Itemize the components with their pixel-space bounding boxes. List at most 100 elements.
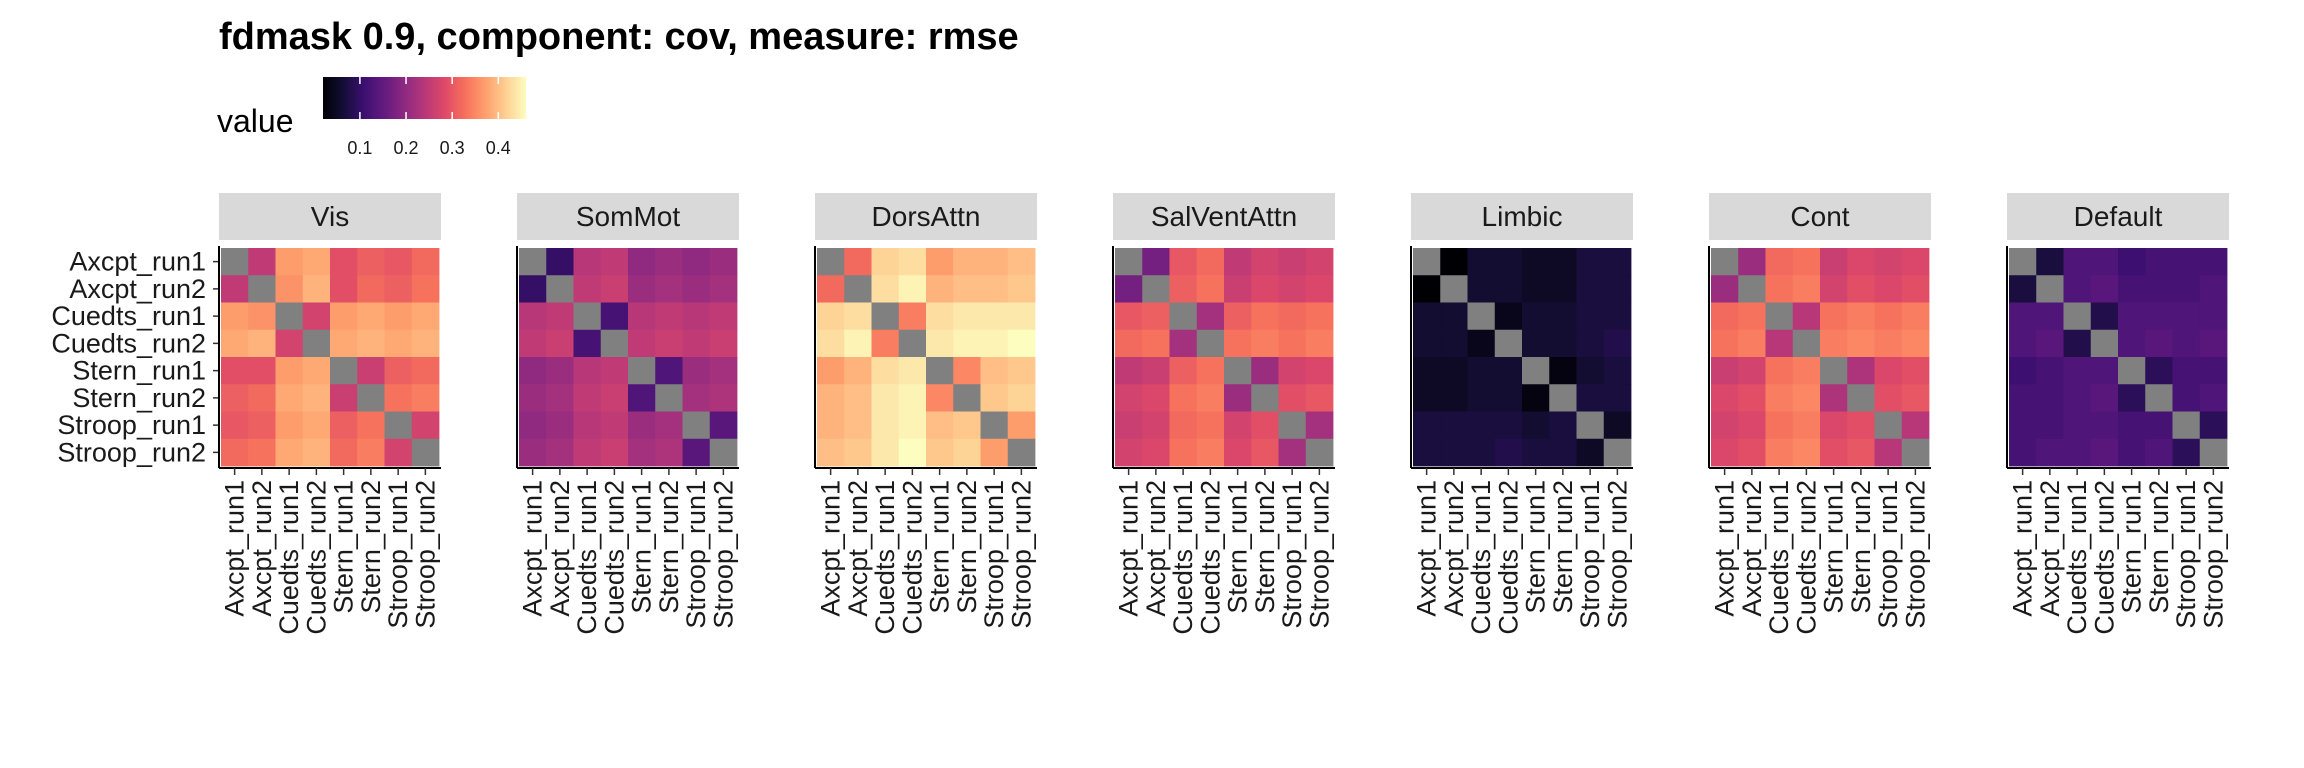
heatmap-cell <box>1142 357 1170 385</box>
heatmap-cell <box>1549 384 1577 412</box>
x-tick-label: Stroop_run2 <box>1304 480 1334 629</box>
heatmap-cell <box>1874 357 1903 385</box>
heatmap-cell <box>844 384 872 412</box>
heatmap-cell <box>1522 411 1550 440</box>
heatmap-cell <box>1792 302 1821 331</box>
y-tick-label: Axcpt_run1 <box>69 247 206 277</box>
heatmap-cell <box>1224 248 1252 276</box>
heatmap-cell <box>1440 275 1468 303</box>
heatmap-cell <box>2009 248 2037 276</box>
heatmap-cell <box>1874 438 1903 467</box>
heatmap-cell <box>1142 275 1170 303</box>
heatmap-cell <box>1169 438 1198 467</box>
heatmap-cell <box>2090 275 2119 303</box>
heatmap-cell <box>1549 411 1577 440</box>
heatmap-cell <box>546 275 574 303</box>
x-tick-label: Axcpt_run2 <box>247 480 277 617</box>
heatmap-cell <box>1792 384 1821 412</box>
heatmap-cell <box>1196 302 1225 331</box>
heatmap-cell <box>1792 275 1821 303</box>
x-tick-label: Cuedts_run2 <box>599 480 629 635</box>
heatmap-cell <box>2036 411 2064 440</box>
heatmap-cell <box>953 357 981 385</box>
heatmap-cell <box>980 438 1009 467</box>
heatmap-cell <box>1115 438 1143 467</box>
heatmap-cell <box>655 302 683 331</box>
heatmap-cell <box>330 275 358 303</box>
heatmap-cell <box>2063 248 2092 276</box>
heatmap-cell <box>655 411 683 440</box>
heatmap-cell <box>898 384 927 412</box>
heatmap-cell <box>221 248 249 276</box>
heatmap-cell <box>519 357 547 385</box>
legend: value 0.1 0.2 0.3 0.4 <box>217 77 526 158</box>
x-tick-label: Stern_run2 <box>356 480 386 614</box>
x-tick-label: Stern_run1 <box>329 480 359 614</box>
heatmap-cell <box>1440 357 1468 385</box>
x-tick-label: Stern_run1 <box>627 480 657 614</box>
facet-strip <box>1709 193 1931 240</box>
heatmap-cell <box>1224 411 1252 440</box>
heatmap-cell <box>2036 329 2064 358</box>
heatmap-cell <box>519 438 547 467</box>
x-tick-label: Axcpt_run2 <box>1439 480 1469 617</box>
heatmap-cell <box>628 329 656 358</box>
heatmap-cell <box>1711 302 1739 331</box>
x-tick-label: Cuedts_run2 <box>1791 480 1821 635</box>
heatmap-cell <box>275 438 304 467</box>
heatmap-cell <box>2118 438 2146 467</box>
heatmap-cell <box>1820 302 1848 331</box>
heatmap-cell <box>628 357 656 385</box>
heatmap-cell <box>953 384 981 412</box>
heatmap-cell <box>926 411 954 440</box>
heatmap-cell <box>844 302 872 331</box>
heatmap-cell <box>1305 302 1334 331</box>
heatmap-cell <box>357 329 385 358</box>
heatmap-cell <box>2172 384 2201 412</box>
heatmap-cell <box>1765 302 1794 331</box>
heatmap-cell <box>817 384 845 412</box>
heatmap-cell <box>2063 329 2092 358</box>
heatmap-cell <box>330 411 358 440</box>
heatmap-cell <box>926 275 954 303</box>
heatmap-cell <box>953 411 981 440</box>
facet-strip <box>517 193 739 240</box>
heatmap-cell <box>573 248 602 276</box>
heatmap-cell <box>2063 438 2092 467</box>
heatmap-cell <box>709 248 738 276</box>
heatmap-cell <box>709 329 738 358</box>
heatmap-cell <box>1549 329 1577 358</box>
heatmap-cell <box>817 248 845 276</box>
x-tick-label: Axcpt_run1 <box>2008 480 2038 617</box>
heatmap-cell <box>1278 248 1307 276</box>
heatmap-cell <box>2009 438 2037 467</box>
heatmap-cell <box>1901 357 1930 385</box>
heatmap-cell <box>953 302 981 331</box>
x-tick-label: Cuedts_run1 <box>2062 480 2092 635</box>
heatmap-cell <box>1522 275 1550 303</box>
heatmap-cell <box>2145 329 2173 358</box>
heatmap-cell <box>1576 438 1605 467</box>
heatmap-cell <box>1305 275 1334 303</box>
x-tick-label: Cuedts_run2 <box>301 480 331 635</box>
heatmap-cell <box>1576 302 1605 331</box>
y-tick-label: Cuedts_run1 <box>51 301 206 331</box>
x-tick-label: Stroop_run1 <box>383 480 413 629</box>
heatmap-cell <box>1847 302 1875 331</box>
heatmap-cell <box>1115 411 1143 440</box>
heatmap-cell <box>1765 248 1794 276</box>
heatmap-cell <box>1738 411 1766 440</box>
heatmap-cell <box>519 329 547 358</box>
heatmap-cell <box>1603 248 1632 276</box>
facet-strip <box>1113 193 1335 240</box>
heatmap-cell <box>628 438 656 467</box>
heatmap-cell <box>1278 384 1307 412</box>
heatmap-cell <box>1711 411 1739 440</box>
heatmap-cell <box>2009 275 2037 303</box>
heatmap-cell <box>330 248 358 276</box>
heatmap-cell <box>1251 438 1279 467</box>
heatmap-cell <box>1576 357 1605 385</box>
x-tick-label: Stroop_run1 <box>2171 480 2201 629</box>
x-tick-label: Stern_run1 <box>2117 480 2147 614</box>
heatmap-cell <box>2199 357 2228 385</box>
